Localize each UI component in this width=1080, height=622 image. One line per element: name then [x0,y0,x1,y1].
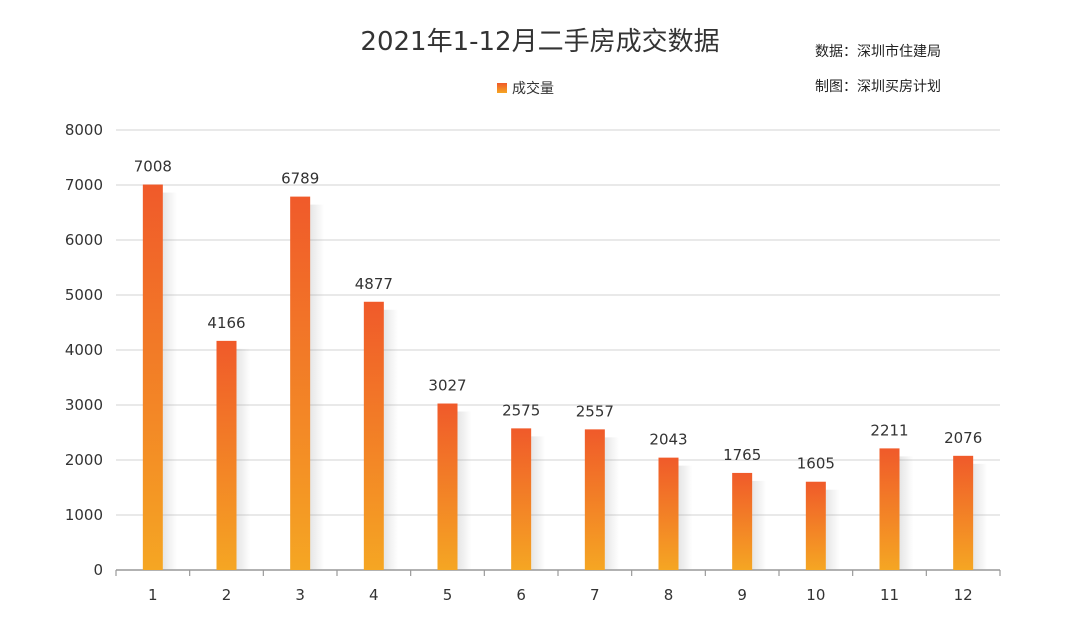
bar-shadow [899,456,914,570]
y-tick-label: 6000 [65,231,103,249]
data-label: 1605 [797,455,835,473]
bar-shadow [678,465,693,570]
bar-shadow [236,348,251,570]
data-label: 6789 [281,170,319,188]
y-tick-label: 2000 [65,451,103,469]
bar [216,340,237,570]
data-label: 7008 [134,158,172,176]
x-tick-label: 3 [295,586,305,604]
data-label: 4166 [207,314,245,332]
y-tick-label: 3000 [65,396,103,414]
y-tick-label: 0 [93,561,103,579]
legend: 成交量 [497,80,554,97]
chart-title: 2021年1-12月二手房成交数据 [360,27,719,57]
data-label: 2043 [649,431,687,449]
data-label: 2557 [576,402,614,420]
x-tick-label: 2 [222,586,232,604]
x-tick-label: 6 [516,586,526,604]
bar-shadow [531,436,546,570]
x-tick-label: 8 [664,586,674,604]
x-tick-label: 9 [737,586,747,604]
data-label: 1765 [723,446,761,464]
source-line-data: 数据：深圳市住建局 [815,43,941,60]
bar [953,455,974,570]
y-tick-label: 7000 [65,176,103,194]
bar-shadow [162,192,177,570]
x-tick-label: 11 [880,586,899,604]
bar-shadow [310,204,325,571]
bar-shadow [383,309,398,570]
bar-shadow [752,480,767,570]
legend-label: 成交量 [512,80,554,97]
y-tick-label: 1000 [65,506,103,524]
bar-shadow [973,463,988,570]
bar-shadow [604,437,619,570]
data-labels: 7008 4166 6789 4877 3027 2575 2557 2043 1765 1605… [134,158,983,473]
bar [290,196,311,571]
x-tick-label: 7 [590,586,600,604]
legend-swatch [497,83,507,93]
bar-shadow [825,489,840,570]
bar [363,301,384,570]
y-axis: 0 1000 2000 3000 4000 5000 6000 7000 8000 [65,121,103,579]
bar [879,448,900,570]
source-line-credit: 制图：深圳买房计划 [815,79,941,95]
data-label: 2211 [870,421,908,439]
bar [511,428,532,570]
y-tick-label: 8000 [65,121,103,139]
data-label: 2076 [944,429,982,447]
data-label: 3027 [428,377,466,395]
data-label: 4877 [355,275,393,293]
bar-shadow [457,411,472,570]
y-tick-label: 4000 [65,341,103,359]
data-label: 2575 [502,401,540,419]
bar [732,472,753,570]
y-tick-label: 5000 [65,286,103,304]
bars [142,184,988,571]
bar [437,403,458,570]
bar [658,457,679,570]
bar [805,481,826,570]
x-axis: 1 2 3 4 5 6 7 8 9 10 11 12 [115,569,1001,604]
x-tick-label: 4 [369,586,379,604]
bar [584,429,605,570]
bar [142,184,163,570]
x-tick-label: 10 [806,586,825,604]
x-tick-label: 12 [954,586,973,604]
x-tick-label: 1 [148,586,158,604]
x-tick-label: 5 [443,586,453,604]
grid-lines [116,129,1000,516]
